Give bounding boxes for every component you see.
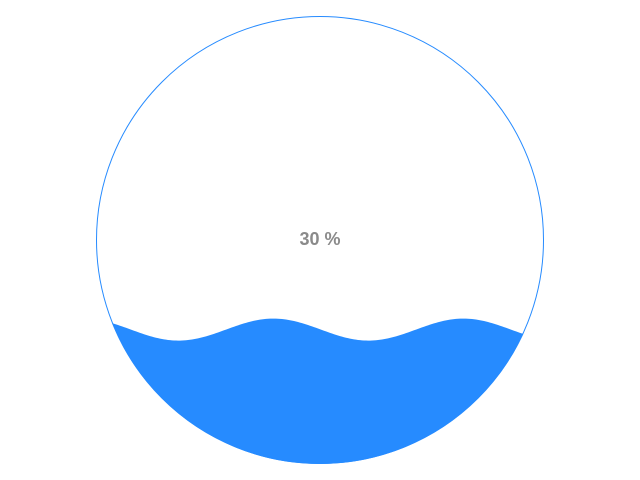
gauge-outline-ring: [96, 16, 544, 464]
percent-label: 30 %: [299, 229, 341, 249]
liquid-wave: [96, 318, 544, 464]
